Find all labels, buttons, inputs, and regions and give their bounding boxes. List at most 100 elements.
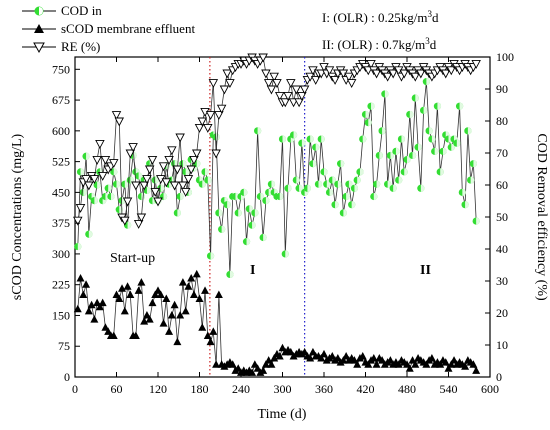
point-cod-in: [215, 209, 223, 217]
point-scod-membrane-effluent: [90, 315, 99, 323]
point-scod-membrane-effluent: [79, 290, 88, 298]
point-re: [266, 85, 277, 95]
point-scod-membrane-effluent: [170, 300, 179, 309]
point-cod-in: [464, 127, 472, 135]
point-scod-membrane-effluent: [95, 302, 104, 311]
point-cod-in: [278, 135, 287, 143]
point-re: [294, 98, 304, 108]
point-re: [147, 155, 158, 165]
point-scod-membrane-effluent: [140, 317, 149, 325]
x-tick-label: 60: [111, 382, 123, 396]
point-re: [471, 59, 481, 69]
olr-note-1: I: (OLR) : 0.25kg/m3d: [322, 9, 439, 25]
point-cod-in: [370, 192, 378, 201]
point-re: [73, 216, 83, 226]
point-re: [111, 111, 122, 121]
point-cod-in: [176, 192, 184, 201]
point-cod-in: [339, 209, 347, 217]
point-cod-in: [345, 180, 353, 188]
point-re: [136, 213, 147, 223]
x-tick-label: 600: [481, 382, 499, 396]
point-cod-in: [245, 205, 253, 213]
point-scod-membrane-effluent: [353, 360, 362, 368]
point-re: [133, 219, 144, 229]
point-scod-membrane-effluent: [270, 354, 279, 362]
point-scod-membrane-effluent: [184, 282, 193, 290]
point-scod-membrane-effluent: [411, 360, 420, 368]
y-tick-label: 525: [52, 155, 70, 169]
legend-scod-marker: [34, 24, 44, 33]
point-cod-in: [367, 102, 375, 110]
point-cod-in: [259, 233, 267, 242]
point-re: [108, 159, 119, 169]
x-axis-label: Time (d): [258, 407, 307, 422]
point-scod-membrane-effluent: [167, 310, 176, 319]
y2-tick-label: 100: [496, 50, 514, 64]
olr-note-2-sup: 3: [425, 36, 430, 46]
point-cod-in: [242, 238, 251, 246]
point-re: [120, 216, 130, 226]
y2-tick-label: 70: [496, 146, 508, 160]
point-scod-membrane-effluent: [228, 360, 237, 368]
point-scod-membrane-effluent: [372, 360, 381, 368]
y-tick-label: 600: [52, 124, 70, 138]
point-re: [139, 181, 149, 191]
point-cod-in: [85, 230, 93, 238]
point-re: [81, 175, 91, 185]
y2-tick-label: 10: [496, 338, 508, 352]
olr-note-2: II: (OLR) : 0.7kg/m3d: [322, 36, 437, 52]
point-re: [84, 181, 94, 191]
point-re: [280, 98, 291, 108]
point-cod-in: [90, 196, 98, 205]
point-cod-in: [350, 184, 359, 192]
point-re: [263, 79, 274, 89]
point-cod-in: [281, 250, 289, 258]
point-scod-membrane-effluent: [320, 349, 328, 358]
point-re: [344, 72, 354, 82]
point-scod-membrane-effluent: [109, 331, 118, 339]
legend: COD in sCOD membrane effluent RE (%): [22, 3, 195, 54]
olr-note-1-sup: 3: [427, 9, 432, 19]
point-scod-membrane-effluent: [118, 284, 127, 292]
point-re: [191, 149, 202, 159]
point-re: [371, 69, 382, 79]
point-scod-membrane-effluent: [369, 354, 378, 362]
point-re: [97, 171, 108, 181]
point-cod-in: [251, 209, 259, 217]
x-tick-label: 480: [398, 382, 416, 396]
y2-tick-label: 90: [496, 82, 508, 96]
point-cod-in: [381, 90, 389, 98]
point-re: [89, 175, 100, 185]
point-cod-in: [356, 168, 364, 176]
point-re: [214, 111, 224, 121]
point-scod-membrane-effluent: [248, 368, 257, 376]
y2-tick-label: 60: [496, 178, 508, 192]
point-scod-membrane-effluent: [317, 354, 326, 362]
point-re: [446, 66, 457, 76]
point-scod-membrane-effluent: [73, 304, 82, 313]
y-axis-label: sCOD Concentrations (mg/L): [10, 133, 25, 300]
point-cod-in: [417, 184, 425, 192]
point-cod-in: [262, 196, 270, 205]
point-re: [183, 175, 194, 185]
point-cod-in: [306, 135, 314, 143]
y-tick-label: 300: [52, 247, 70, 261]
point-cod-in: [433, 102, 442, 110]
point-cod-in: [461, 201, 469, 209]
point-cod-in: [204, 176, 212, 184]
point-scod-membrane-effluent: [82, 280, 91, 288]
point-cod-in: [431, 147, 439, 155]
point-cod-in: [240, 188, 248, 196]
point-scod-membrane-effluent: [267, 360, 276, 368]
point-cod-in: [467, 176, 475, 184]
point-cod-in: [256, 192, 264, 201]
point-cod-in: [447, 143, 455, 151]
point-cod-in: [406, 110, 414, 119]
point-scod-membrane-effluent: [441, 358, 450, 366]
point-scod-membrane-effluent: [176, 310, 185, 319]
point-scod-membrane-effluent: [206, 337, 215, 346]
phase-2-label: II: [420, 263, 431, 278]
x-tick-label: 540: [440, 382, 458, 396]
point-scod-membrane-effluent: [162, 294, 171, 303]
y-tick-label: 750: [52, 62, 70, 76]
